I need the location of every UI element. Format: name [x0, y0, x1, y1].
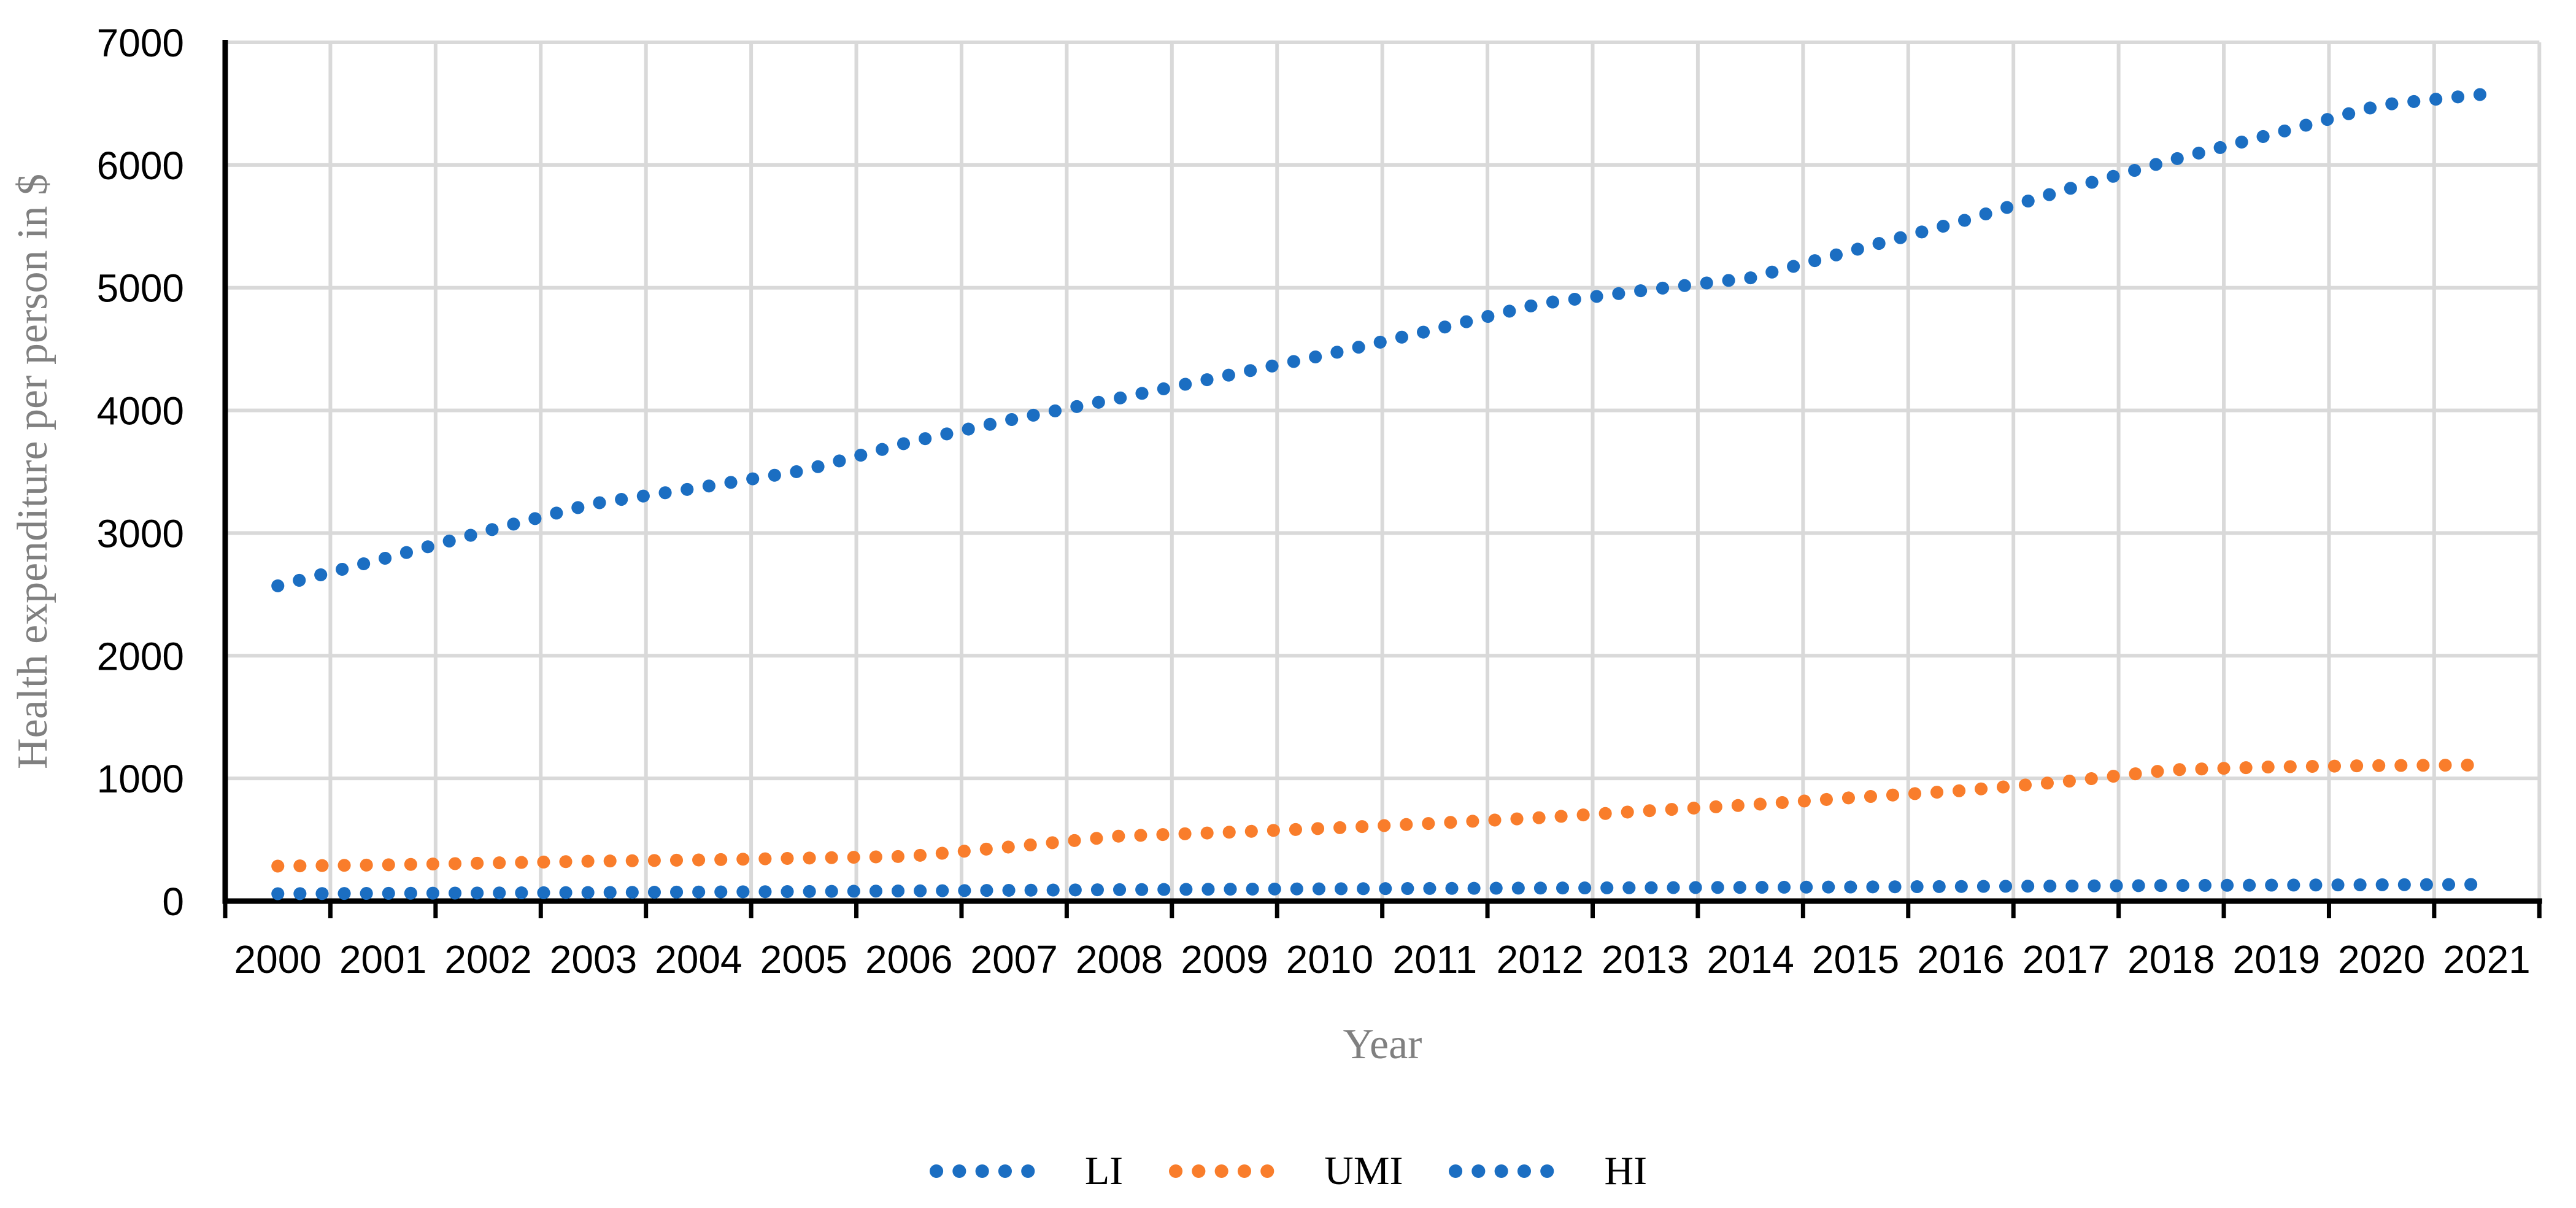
- x-tick-label: 2021: [2443, 937, 2530, 981]
- x-tick-marks: [223, 901, 2542, 918]
- x-axis-title: Year: [1343, 1021, 1422, 1068]
- x-tick-label: 2010: [1286, 937, 1373, 981]
- y-tick-labels: 0 1000 2000 3000 4000 5000 6000 7000: [97, 21, 184, 924]
- x-tick-label: 2001: [339, 937, 426, 981]
- y-tick-label: 7000: [97, 21, 184, 65]
- x-tick-label: 2006: [865, 937, 952, 981]
- legend: LI UMI HI: [0, 1139, 2576, 1203]
- x-tick-label: 2018: [2127, 937, 2215, 981]
- legend-label-HI: HI: [1604, 1148, 1648, 1193]
- legend-marker-LI: [929, 1164, 1057, 1178]
- x-tick-label: 2015: [1812, 937, 1899, 981]
- y-tick-label: 5000: [97, 266, 184, 311]
- x-tick-label: 2000: [234, 937, 322, 981]
- x-tick-label: 2004: [655, 937, 742, 981]
- x-tick-label: 2014: [1706, 937, 1794, 981]
- x-tick-label: 2016: [1917, 937, 2004, 981]
- series-LI: [271, 878, 2494, 900]
- series-LI-line: [271, 878, 2494, 900]
- x-tick-label: 2008: [1076, 937, 1163, 981]
- legend-item-HI[interactable]: HI: [1448, 1151, 1647, 1191]
- legend-item-UMI[interactable]: UMI: [1168, 1151, 1403, 1191]
- x-tick-label: 2013: [1602, 937, 1689, 981]
- series-UMI-line: [271, 758, 2494, 873]
- series-HI: [271, 87, 2494, 592]
- x-tick-label: 2002: [444, 937, 531, 981]
- x-tick-label: 2011: [1393, 937, 1478, 981]
- legend-label-UMI: UMI: [1324, 1148, 1403, 1193]
- x-tick-label: 2019: [2233, 937, 2320, 981]
- x-tick-label: 2017: [2023, 937, 2110, 981]
- x-tick-label: 2003: [550, 937, 637, 981]
- x-tick-label: 2009: [1181, 937, 1268, 981]
- y-tick-label: 6000: [97, 144, 184, 188]
- x-tick-label: 2005: [760, 937, 847, 981]
- x-tick-label: 2007: [970, 937, 1057, 981]
- y-tick-label: 4000: [97, 389, 184, 433]
- x-tick-label: 2012: [1497, 937, 1584, 981]
- series-HI-line: [271, 87, 2494, 592]
- legend-marker-UMI: [1169, 1164, 1297, 1178]
- legend-label-LI: LI: [1084, 1148, 1124, 1193]
- x-tick-labels: 2000 2001 2002 2003 2004 2005 2006 2007 2008 2009…: [234, 937, 2531, 981]
- y-tick-label: 2000: [97, 634, 184, 678]
- series-UMI: [271, 758, 2494, 873]
- y-tick-label: 0: [162, 880, 184, 924]
- vertical-gridlines: [328, 42, 2542, 901]
- y-tick-label: 1000: [97, 757, 184, 801]
- y-tick-label: 3000: [97, 511, 184, 556]
- legend-item-LI[interactable]: LI: [929, 1151, 1123, 1191]
- x-tick-label: 2020: [2338, 937, 2425, 981]
- legend-marker-HI: [1449, 1164, 1577, 1178]
